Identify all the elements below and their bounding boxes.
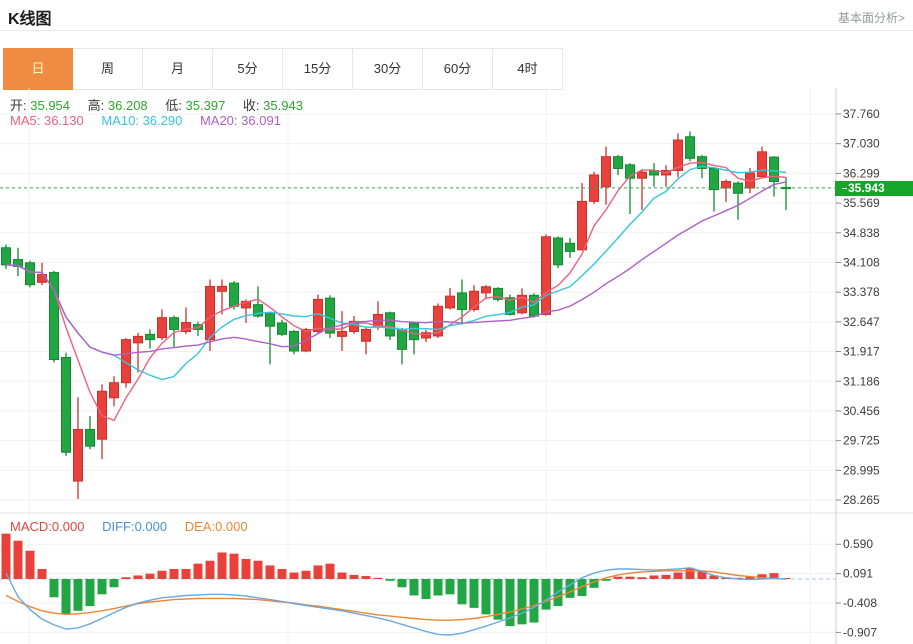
- low-label: 低:: [165, 98, 182, 113]
- open-value: 35.954: [30, 98, 71, 113]
- tab-period-3[interactable]: 月: [143, 49, 213, 89]
- dea-label: DEA:: [184, 519, 216, 534]
- y-axis-label: 33.378: [843, 285, 880, 299]
- y-axis-label: 28.995: [843, 463, 880, 477]
- y-axis-label: 0.590: [843, 537, 873, 551]
- open-label: 开:: [10, 98, 27, 113]
- y-axis-label: 32.647: [843, 315, 880, 329]
- tab-period-2[interactable]: 周: [73, 49, 143, 89]
- fundamental-analysis-link[interactable]: 基本面分析>: [837, 11, 905, 25]
- tab-period-5[interactable]: 15分: [283, 49, 353, 89]
- ma-readout: MA5: 36.130 MA10: 36.290 MA20: 36.091: [10, 113, 281, 128]
- tab-period-8[interactable]: 4时: [493, 49, 563, 89]
- page-title: K线图: [8, 11, 52, 28]
- close-value: 35.943: [263, 98, 303, 113]
- y-axis-label: -0.907: [843, 625, 877, 639]
- tab-period-4[interactable]: 5分: [213, 49, 283, 89]
- tab-period-6[interactable]: 30分: [353, 49, 423, 89]
- diff-label: DIFF:: [102, 519, 135, 534]
- y-axis-label: 35.569: [843, 196, 880, 210]
- ma10-label: MA10:: [101, 113, 139, 128]
- ma20-line: [5, 181, 787, 356]
- y-axis-label: 34.108: [843, 255, 880, 269]
- y-axis-label: 37.760: [843, 107, 880, 121]
- dea-value: 0.000: [215, 519, 248, 534]
- ma20-value: 36.091: [241, 113, 281, 128]
- y-axis-label: 0.091: [843, 567, 873, 581]
- low-value: 35.397: [185, 98, 226, 113]
- y-axis-label: 34.838: [843, 226, 880, 240]
- macd-value: 0.000: [51, 519, 85, 534]
- current-price-value: 35.943: [848, 181, 885, 195]
- widget-header: K线图 基本面分析>: [0, 0, 913, 31]
- tab-period-7[interactable]: 60分: [423, 49, 493, 89]
- gridlines: [0, 88, 913, 644]
- close-label: 收:: [242, 98, 260, 113]
- high-label: 高:: [87, 98, 105, 113]
- y-axis-label: 30.456: [843, 404, 880, 418]
- diff-value: 0.000: [134, 519, 168, 534]
- y-axis-label: 31.186: [843, 374, 880, 388]
- current-price-badge: 35.943: [835, 181, 913, 196]
- macd-label: MACD:: [10, 519, 52, 534]
- right-axis: 37.760 37.030 36.299 35.569 34.838 34.108 33.3…: [835, 88, 880, 644]
- ma10-line: [5, 165, 787, 381]
- ma20-label: MA20:: [199, 113, 238, 128]
- macd-bars-group: [1, 533, 791, 627]
- ma5-value: 36.130: [43, 113, 84, 128]
- y-axis-label: 36.299: [843, 166, 880, 180]
- y-axis-label: 28.265: [843, 493, 880, 507]
- diff-line: [5, 567, 787, 636]
- high-value: 36.208: [107, 98, 148, 113]
- y-axis-label: 29.725: [843, 434, 880, 448]
- ma5-label: MA5:: [10, 113, 41, 128]
- tab-period-1[interactable]: 日: [3, 48, 73, 90]
- period-tabbar: 日周月 5分 15分 30分 60分 4时: [3, 48, 563, 90]
- price-tick-mark: [842, 188, 847, 190]
- candles-group: [1, 131, 791, 499]
- y-axis-label: -0.408: [843, 596, 877, 610]
- y-axis-label: 37.030: [843, 137, 880, 151]
- macd-readout: MACD:0.000 DIFF:0.000 DEA:0.000: [10, 519, 248, 534]
- ohlc-readout: 开: 35.954 高: 36.208 低: 35.397 收: 35.943: [10, 95, 317, 114]
- y-axis-label: 31.917: [843, 345, 880, 359]
- ma10-value: 36.290: [142, 113, 183, 128]
